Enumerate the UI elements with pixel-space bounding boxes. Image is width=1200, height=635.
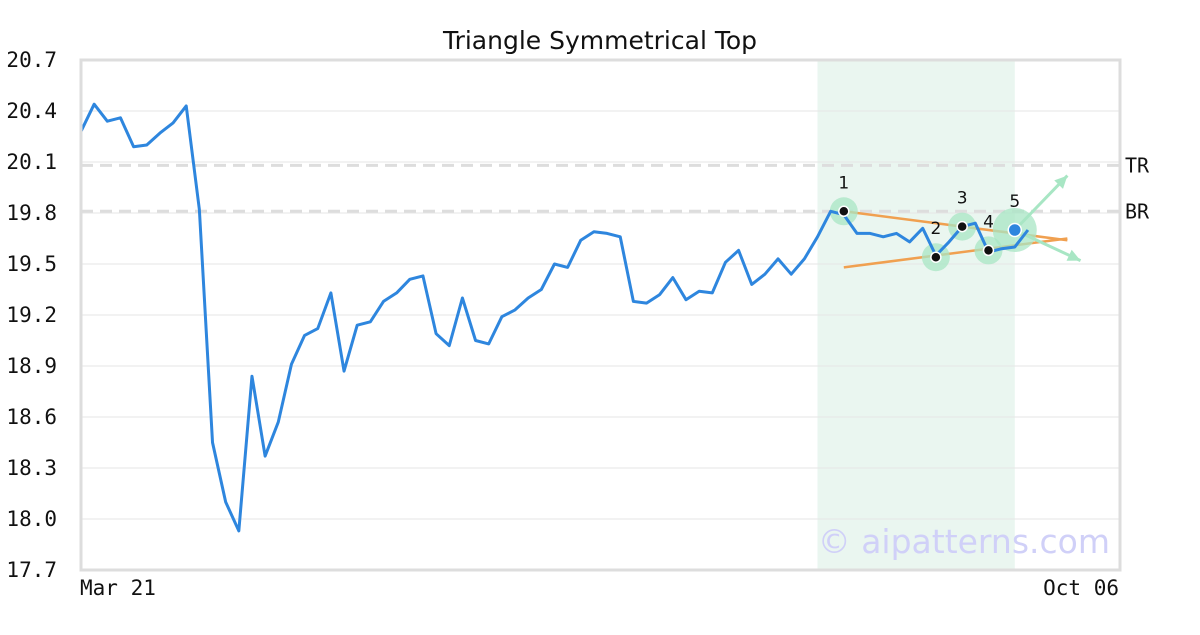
pattern-point-1: [838, 205, 850, 218]
y-tick-label: 18.6: [6, 405, 57, 429]
plot-area: 20.7 20.4 20.1 19.8 19.5 19.2 18.9 18.6 18.3 18.0…: [6, 48, 1150, 582]
y-tick-label: 19.8: [6, 201, 57, 225]
chart-title: Triangle Symmetrical Top: [442, 26, 757, 55]
pattern-point-label-1: 1: [838, 173, 849, 193]
watermark: © aipatterns.com: [818, 522, 1110, 561]
y-tick-label: 20.7: [6, 48, 57, 72]
pattern-point-2: [930, 251, 942, 263]
y-tick-label: 18.0: [6, 507, 57, 531]
projection-arrow-line: [1013, 174, 1069, 232]
level-label-br: BR: [1125, 199, 1150, 223]
price-series-line: [79, 102, 1030, 533]
y-tick-label: 18.3: [6, 456, 57, 480]
plot-border: [79, 58, 1122, 572]
projection-arrow-head: [1054, 175, 1068, 189]
y-tick-label: 19.5: [6, 252, 57, 276]
y-tick-label: 19.2: [6, 303, 57, 327]
pattern-point-label-2: 2: [930, 219, 941, 239]
projection-arrow-head: [1066, 249, 1081, 261]
pattern-point-5: [1007, 222, 1023, 238]
y-tick-label: 17.7: [6, 558, 57, 582]
pattern-point-label-5: 5: [1009, 192, 1020, 212]
pattern-point-label-4: 4: [983, 212, 994, 232]
x-tick-label-start: Mar 21: [80, 576, 156, 600]
x-tick-label-end: Oct 06: [1043, 576, 1119, 600]
pattern-point-3: [956, 220, 968, 233]
y-tick-label: 20.1: [6, 150, 57, 174]
y-tick-label: 18.9: [6, 354, 57, 378]
level-label-tr: TR: [1125, 153, 1150, 177]
pattern-point-4: [982, 244, 995, 257]
pattern-point-label-3: 3: [957, 189, 968, 209]
y-tick-label: 20.4: [6, 99, 57, 123]
